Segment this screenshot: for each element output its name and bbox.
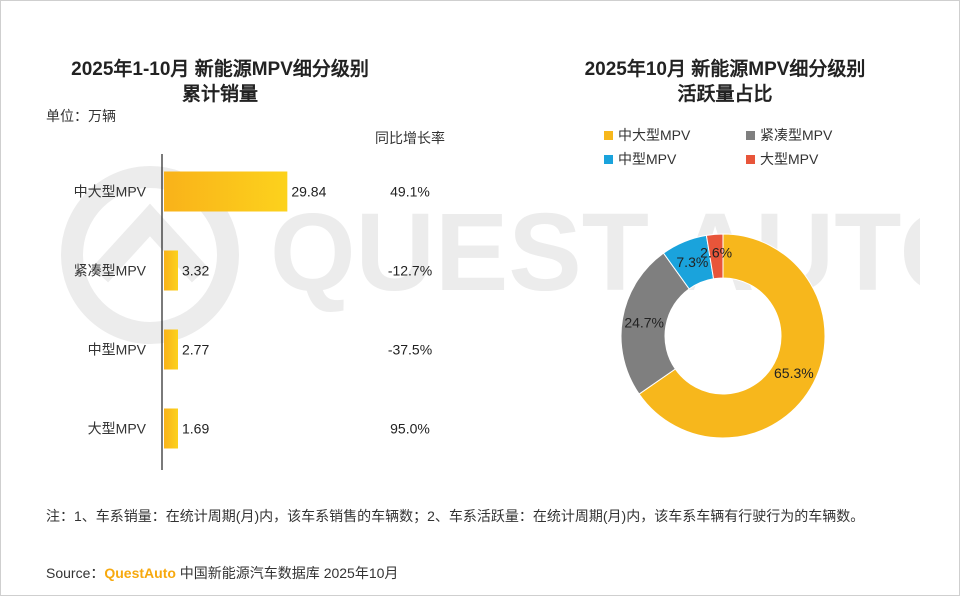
slice-value-label: 65.3% — [774, 365, 814, 381]
category-label: 中型MPV — [88, 342, 147, 358]
source-brand: QuestAuto — [104, 565, 176, 581]
yoy-header: 同比增长率 — [375, 130, 445, 146]
bar-chart: 中大型MPV 29.84 49.1% 紧凑型MPV 3.32 -12.7% 中型MPV 2.7… — [74, 154, 432, 470]
left-chart-title: 2025年1-10月 新能源MPV细分级别 累计销量 — [40, 57, 400, 107]
slice-value-label: 2.6% — [700, 244, 732, 260]
bar-value-label: 1.69 — [182, 421, 209, 437]
bar — [164, 250, 178, 291]
yoy-value: 95.0% — [390, 421, 430, 437]
category-label: 大型MPV — [88, 421, 147, 437]
donut-chart: 65.3% 24.7% 7.3%2.6% — [620, 233, 826, 439]
category-label: 紧凑型MPV — [74, 263, 147, 279]
bar — [164, 329, 178, 370]
source-suffix: 中国新能源汽车数据库 2025年10月 — [175, 565, 399, 581]
bar-value-label: 29.84 — [291, 184, 326, 200]
donut-slice — [705, 233, 724, 280]
legend-item: 中大型MPV — [604, 125, 690, 145]
unit-label: 单位：万辆 — [46, 108, 116, 124]
footnote: 注：1、车系销量：在统计周期(月)内，该车系销售的车辆数；2、车系活跃量：在统计… — [46, 508, 865, 524]
yoy-value: -12.7% — [388, 263, 432, 279]
slice-value-label: 7.3% — [676, 254, 708, 270]
right-chart-title: 2025年10月 新能源MPV细分级别 活跃量占比 — [520, 57, 930, 107]
legend-item: 紧凑型MPV — [746, 125, 832, 145]
legend-swatch — [604, 130, 613, 140]
legend-swatch — [746, 130, 755, 140]
right-title-line1: 2025年10月 新能源MPV细分级别 — [584, 59, 866, 80]
donut-slice — [638, 233, 826, 439]
left-title-line1: 2025年1-10月 新能源MPV细分级别 — [71, 59, 369, 80]
yoy-value: 49.1% — [390, 184, 430, 200]
category-label: 中大型MPV — [74, 184, 147, 200]
bar-value-label: 2.77 — [182, 342, 209, 358]
legend-swatch — [746, 154, 755, 164]
legend-label: 中大型MPV — [618, 127, 691, 143]
bar-value-label: 3.32 — [182, 263, 209, 279]
legend-swatch — [604, 154, 613, 164]
legend-label: 大型MPV — [760, 151, 819, 167]
legend-label: 中型MPV — [618, 151, 677, 167]
legend-item: 大型MPV — [746, 149, 818, 169]
left-title-line2: 累计销量 — [181, 84, 258, 105]
legend-label: 紧凑型MPV — [760, 127, 833, 143]
source-prefix: Source： — [46, 565, 105, 581]
bar — [164, 171, 288, 212]
right-title-line2: 活跃量占比 — [677, 84, 773, 105]
legend-item: 中型MPV — [604, 149, 676, 169]
bar — [164, 408, 178, 449]
source-line: Source：QuestAuto 中国新能源汽车数据库 2025年10月 — [46, 563, 398, 583]
yoy-value: -37.5% — [388, 342, 432, 358]
slice-value-label: 24.7% — [624, 314, 664, 330]
